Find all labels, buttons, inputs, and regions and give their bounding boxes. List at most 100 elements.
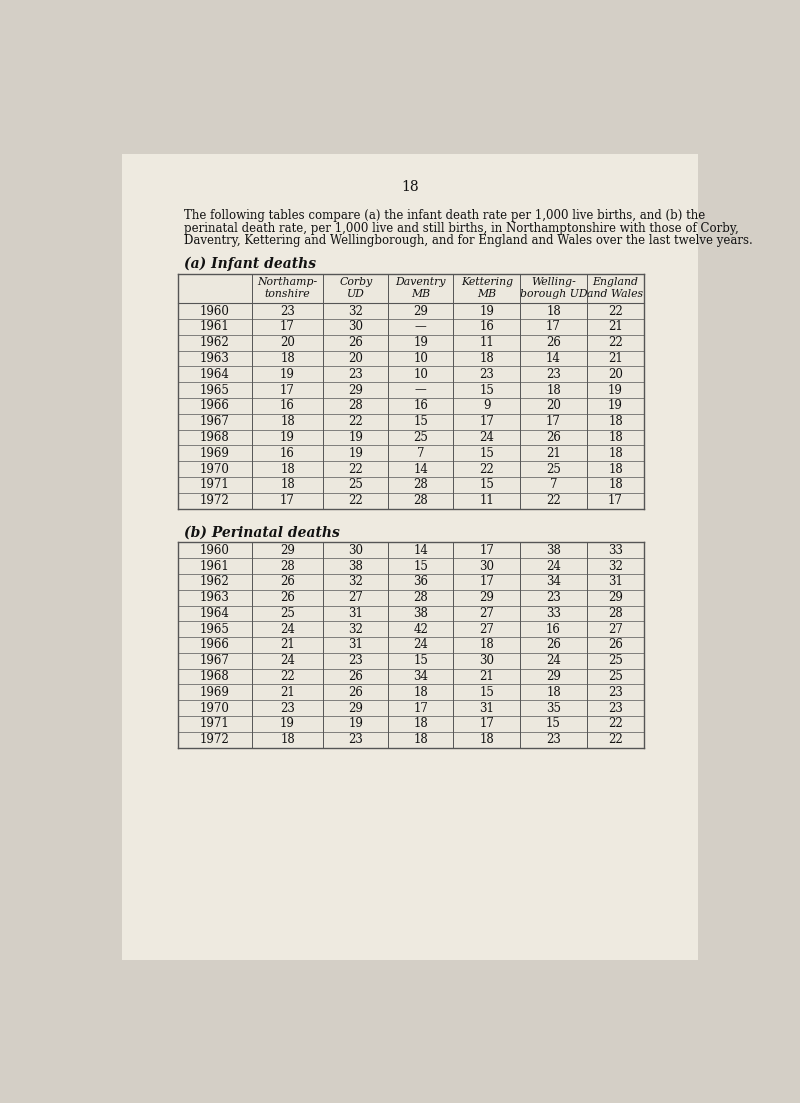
Text: 1961: 1961 (200, 559, 230, 572)
Text: 17: 17 (280, 494, 295, 507)
Text: 20: 20 (280, 336, 295, 350)
Text: 24: 24 (280, 623, 295, 635)
Text: 1971: 1971 (200, 717, 230, 730)
Text: 15: 15 (479, 686, 494, 699)
Text: 1964: 1964 (200, 367, 230, 381)
Bar (178, 731, 644, 748)
Text: 18: 18 (479, 352, 494, 365)
Text: 23: 23 (348, 733, 363, 747)
Text: MB: MB (411, 289, 430, 299)
Text: (a) Infant deaths: (a) Infant deaths (184, 257, 316, 271)
Text: 26: 26 (280, 576, 295, 588)
Bar (178, 414, 644, 429)
Text: and Wales: and Wales (587, 289, 643, 299)
Text: 27: 27 (479, 623, 494, 635)
Text: 23: 23 (280, 702, 295, 715)
Text: perinatal death rate, per 1,000 live and still births, in Northamptonshire with : perinatal death rate, per 1,000 live and… (184, 222, 738, 235)
Text: tonshire: tonshire (265, 289, 310, 299)
Text: 23: 23 (348, 367, 363, 381)
Bar (178, 493, 644, 508)
Text: 38: 38 (414, 607, 428, 620)
Text: 22: 22 (479, 462, 494, 475)
Text: England: England (593, 277, 638, 287)
Text: 19: 19 (280, 717, 295, 730)
Text: 17: 17 (479, 576, 494, 588)
Text: 23: 23 (479, 367, 494, 381)
Text: 22: 22 (280, 670, 295, 683)
Text: 34: 34 (546, 576, 561, 588)
Text: 33: 33 (546, 607, 561, 620)
Text: 26: 26 (348, 336, 363, 350)
Text: 1963: 1963 (200, 591, 230, 604)
Text: 15: 15 (414, 654, 428, 667)
Text: 16: 16 (546, 623, 561, 635)
Text: 17: 17 (280, 384, 295, 397)
Text: 18: 18 (401, 180, 419, 194)
Text: 1969: 1969 (200, 686, 230, 699)
Text: 19: 19 (414, 336, 428, 350)
Text: 27: 27 (479, 607, 494, 620)
Text: 26: 26 (348, 670, 363, 683)
Text: 23: 23 (348, 654, 363, 667)
Bar (178, 716, 644, 731)
Text: 24: 24 (414, 639, 428, 652)
Text: 19: 19 (608, 384, 623, 397)
Bar (178, 685, 644, 700)
Text: 22: 22 (348, 415, 363, 428)
Text: 15: 15 (479, 447, 494, 460)
Text: 28: 28 (414, 494, 428, 507)
Text: UD: UD (347, 289, 365, 299)
Text: 18: 18 (479, 639, 494, 652)
Text: 26: 26 (608, 639, 623, 652)
Text: (b) Perinatal deaths: (b) Perinatal deaths (184, 525, 339, 539)
Text: 18: 18 (608, 415, 623, 428)
Text: 28: 28 (608, 607, 623, 620)
Text: 18: 18 (414, 686, 428, 699)
Text: 1969: 1969 (200, 447, 230, 460)
Text: 9: 9 (483, 399, 490, 413)
Text: 31: 31 (348, 639, 363, 652)
Text: 29: 29 (546, 670, 561, 683)
Text: 38: 38 (546, 544, 561, 557)
Text: 22: 22 (348, 494, 363, 507)
Text: Daventry: Daventry (396, 277, 446, 287)
Text: 32: 32 (608, 559, 623, 572)
Text: 1968: 1968 (200, 670, 230, 683)
Text: 17: 17 (546, 321, 561, 333)
Bar (178, 543, 644, 558)
Bar (178, 461, 644, 476)
Text: 24: 24 (546, 559, 561, 572)
Text: 27: 27 (608, 623, 623, 635)
Text: 21: 21 (608, 321, 623, 333)
Text: 19: 19 (348, 431, 363, 445)
Text: 30: 30 (348, 544, 363, 557)
Text: 1962: 1962 (200, 336, 230, 350)
Bar (178, 274, 644, 303)
Bar (178, 638, 644, 653)
Text: 23: 23 (546, 733, 561, 747)
Text: 26: 26 (280, 591, 295, 604)
Text: 18: 18 (479, 733, 494, 747)
Text: 26: 26 (546, 431, 561, 445)
Text: 1972: 1972 (200, 494, 230, 507)
Text: 29: 29 (479, 591, 494, 604)
Text: 19: 19 (479, 304, 494, 318)
Text: 1967: 1967 (200, 415, 230, 428)
Text: —: — (415, 321, 426, 333)
Text: 33: 33 (608, 544, 623, 557)
Text: 28: 28 (280, 559, 295, 572)
Text: 22: 22 (348, 462, 363, 475)
Text: 1960: 1960 (200, 304, 230, 318)
Bar (178, 590, 644, 606)
Text: 11: 11 (479, 336, 494, 350)
Text: 1967: 1967 (200, 654, 230, 667)
Text: 30: 30 (348, 321, 363, 333)
Text: 1961: 1961 (200, 321, 230, 333)
Text: 21: 21 (479, 670, 494, 683)
Text: 18: 18 (280, 415, 295, 428)
Bar (178, 366, 644, 383)
Text: 21: 21 (608, 352, 623, 365)
Text: 18: 18 (414, 733, 428, 747)
Text: 16: 16 (479, 321, 494, 333)
Text: 32: 32 (348, 304, 363, 318)
